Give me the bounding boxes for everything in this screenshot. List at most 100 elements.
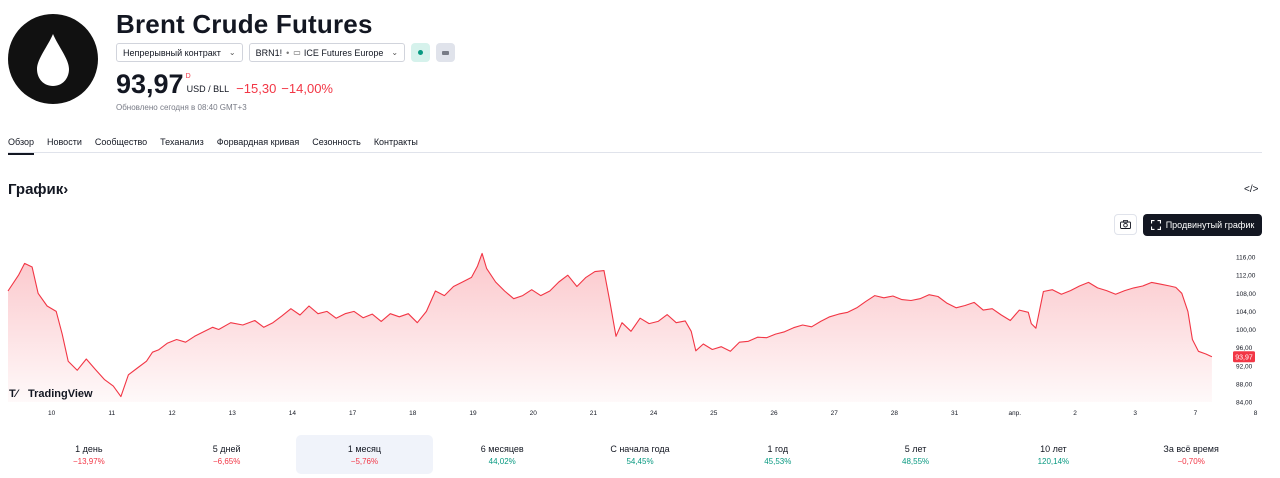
period-label: 5 дней [212, 443, 241, 454]
period-change: 44,02% [488, 456, 516, 466]
period-item[interactable]: 10 лет 120,14% [984, 435, 1122, 474]
x-tick-label: 24 [650, 410, 658, 417]
market-open-icon [418, 50, 424, 55]
period-item[interactable]: 1 месяц −5,76% [295, 435, 434, 474]
x-tick-label: 18 [409, 410, 417, 417]
monitor-icon: ▭ [293, 48, 301, 57]
period-item[interactable]: 5 дней −6,65% [158, 435, 296, 474]
market-status-button[interactable] [411, 43, 431, 62]
price-mark: D [185, 73, 191, 80]
chevron-down-icon: ⌄ [391, 48, 399, 57]
x-tick-label: 17 [349, 410, 357, 417]
tab-item[interactable]: Сообщество [94, 137, 148, 147]
period-change: 54,45% [626, 456, 654, 466]
tab-item[interactable]: Обзор [8, 137, 34, 155]
x-tick-label: 31 [951, 410, 959, 417]
x-tick-label: 19 [469, 410, 477, 417]
period-label: 1 год [767, 443, 789, 454]
chart-section-title[interactable]: График› [8, 181, 68, 198]
ticker-label: BRN1! [255, 47, 283, 58]
period-item[interactable]: 6 месяцев 44,02% [433, 435, 571, 474]
period-item[interactable]: С начала года 54,45% [571, 435, 709, 474]
snapshot-button[interactable] [1114, 214, 1137, 235]
y-tick-label: 116,00 [1236, 255, 1256, 262]
period-label: 6 месяцев [480, 443, 524, 454]
tab-item[interactable]: Теханализ [160, 137, 204, 147]
x-tick-label: 13 [229, 410, 237, 417]
oil-drop-icon [8, 14, 98, 104]
price-change-pct: −14,00% [281, 81, 333, 96]
chevron-down-icon: ⌄ [228, 48, 236, 57]
period-item[interactable]: За всё время −0,70% [1122, 435, 1260, 474]
y-tick-label: 100,00 [1236, 327, 1256, 334]
period-item[interactable]: 5 лет 48,55% [847, 435, 985, 474]
y-tick-label: 84,00 [1236, 400, 1253, 407]
tabs-divider [8, 152, 1262, 153]
tab-item[interactable]: Контракты [373, 137, 418, 147]
last-price-tag: 93,97 [1233, 351, 1255, 363]
x-tick-label: 14 [289, 410, 297, 417]
x-tick-label: 25 [710, 410, 718, 417]
x-tick-label: апр. [1009, 410, 1022, 417]
code-icon[interactable]: </> [1244, 184, 1259, 195]
x-axis: 10 11 12 13 14 17 18 19 20 21 24 25 26 27 28 31 апр. 2 3 7 8 [48, 410, 1258, 417]
period-label: С начала года [610, 443, 670, 454]
chart-section-label: График [8, 181, 64, 198]
chevron-right-icon: › [63, 181, 69, 198]
x-tick-label: 20 [530, 410, 538, 417]
x-tick-label: 2 [1073, 410, 1077, 417]
contract-select[interactable]: Непрерывный контракт ⌄ [116, 43, 243, 62]
camera-icon [1120, 220, 1131, 229]
price-row: 93,97 D USD / BLL −15,30 −14,00% [116, 70, 333, 98]
performance-periods: 1 день −13,97% 5 дней −6,65% 1 месяц −5,76% 6 … [20, 435, 1260, 475]
last-price-tag-bg [1233, 351, 1255, 363]
period-change: −5,76% [350, 456, 379, 466]
advanced-chart-button[interactable]: Продвинутый график [1143, 214, 1262, 236]
x-tick-label: 26 [770, 410, 778, 417]
y-tick-label: 112,00 [1236, 273, 1256, 280]
advanced-chart-label: Продвинутый график [1165, 220, 1255, 230]
x-tick-label: 12 [168, 410, 176, 417]
x-tick-label: 10 [48, 410, 56, 417]
price-chart[interactable]: 116,00 112,00 108,00 104,00 100,00 96,00 92,00… [0, 240, 1280, 420]
period-change: 45,53% [764, 456, 792, 466]
price-line [7, 252, 1213, 398]
y-tick-label: 96,00 [1236, 345, 1253, 352]
period-change: −6,65% [212, 456, 241, 466]
section-tabs: Обзор Новости Сообщество Теханализ Форвардна… [8, 137, 418, 155]
y-axis: 116,00 112,00 108,00 104,00 100,00 96,00 92,00… [1236, 255, 1256, 407]
x-tick-label: 7 [1194, 410, 1198, 417]
tradingview-brand: TradingView [28, 388, 93, 400]
period-label: 5 лет [904, 443, 927, 454]
tab-item[interactable]: Новости [47, 137, 82, 147]
y-tick-label: 104,00 [1236, 309, 1256, 316]
tradingview-mark: T⁄ [9, 388, 20, 400]
period-item[interactable]: 1 год 45,53% [709, 435, 847, 474]
updated-time: Обновлено сегодня в 08:40 GMT+3 [116, 103, 247, 112]
tab-item[interactable]: Форвардная кривая [216, 137, 300, 147]
period-change: −0,70% [1177, 456, 1205, 466]
x-tick-label: 21 [590, 410, 598, 417]
x-tick-label: 11 [108, 410, 115, 417]
exchange-select[interactable]: BRN1! • ▭ ICE Futures Europe ⌄ [248, 43, 406, 62]
last-price-tag-label: 93,97 [1235, 354, 1253, 361]
period-change: 48,55% [902, 456, 930, 466]
tab-item[interactable]: Сезонность [312, 137, 361, 147]
contract-select-label: Непрерывный контракт [123, 47, 221, 58]
data-status-button[interactable] [436, 43, 456, 62]
price-area [8, 253, 1212, 402]
last-price: 93,97 [116, 69, 184, 99]
x-tick-label: 8 [1254, 410, 1258, 417]
instrument-title: Brent Crude Futures [116, 9, 373, 39]
y-tick-label: 92,00 [1236, 363, 1253, 370]
period-label: За всё время [1163, 443, 1219, 454]
period-label: 1 день [75, 443, 103, 454]
period-change: −13,97% [72, 456, 105, 466]
period-item[interactable]: 1 день −13,97% [20, 435, 158, 474]
fullscreen-icon [1150, 220, 1161, 230]
period-label: 1 месяц [347, 443, 382, 454]
separator-dot: • [286, 47, 290, 58]
y-tick-label: 108,00 [1236, 291, 1256, 298]
tradingview-logo: T⁄ TradingView [9, 388, 93, 400]
period-label: 10 лет [1040, 443, 1067, 454]
